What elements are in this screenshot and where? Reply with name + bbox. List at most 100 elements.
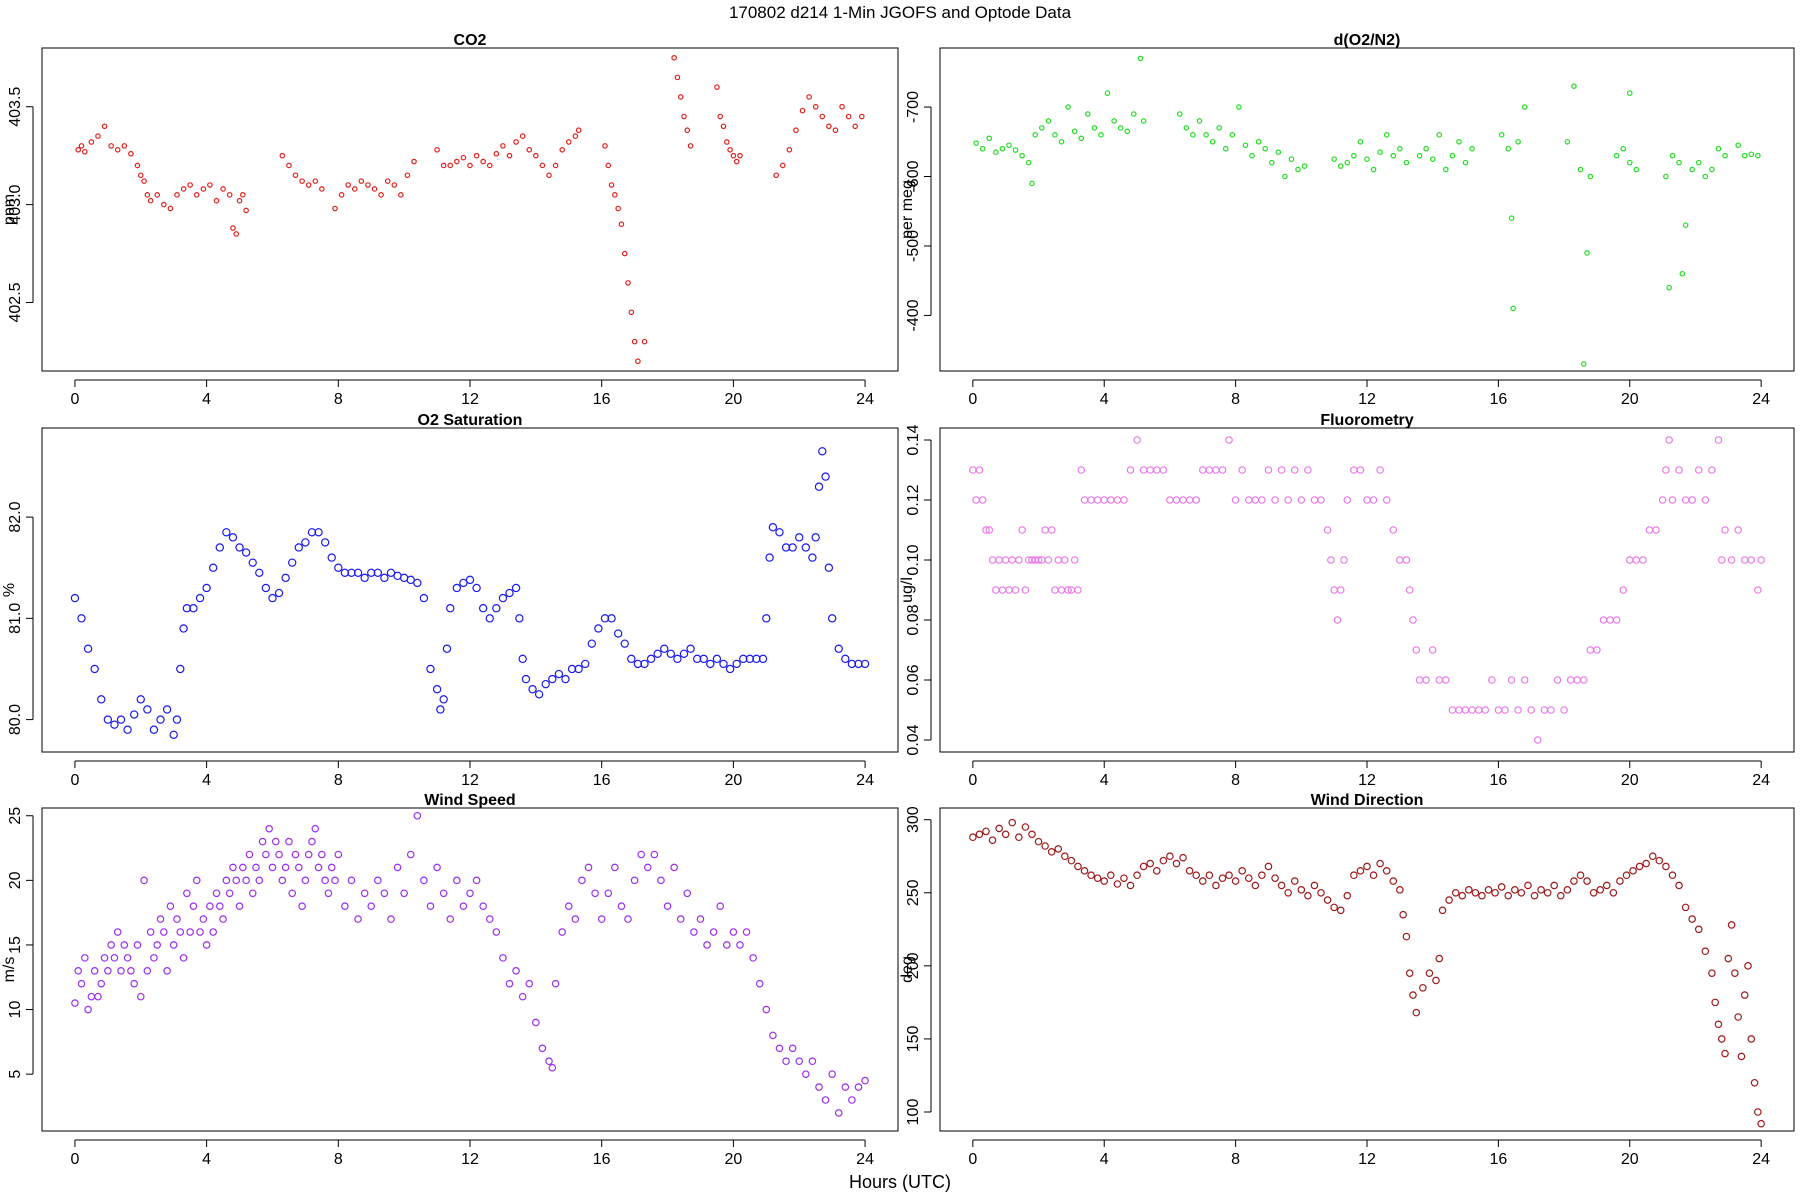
data-point [594, 624, 603, 633]
x-tick-label: 24 [1752, 1151, 1770, 1168]
data-point [94, 992, 102, 1001]
data-point [624, 915, 632, 923]
data-point [248, 889, 257, 898]
x-tick-label: 0 [70, 391, 79, 408]
data-point [1152, 466, 1161, 474]
y-tick-label: 250 [905, 879, 922, 906]
data-point [1498, 132, 1505, 138]
data-point [498, 593, 508, 603]
data-point [136, 992, 145, 1001]
data-point [1304, 466, 1312, 474]
data-point [1573, 676, 1582, 684]
data-point [1356, 867, 1365, 875]
data-point [1205, 466, 1214, 474]
data-point [406, 575, 415, 585]
data-point [1461, 706, 1470, 714]
data-point [1570, 877, 1578, 885]
data-point [1159, 856, 1168, 865]
series-points [71, 811, 869, 1117]
data-point [663, 902, 672, 910]
data-point [294, 543, 303, 552]
data-point [995, 824, 1003, 833]
data-point [1126, 881, 1135, 890]
data-point [143, 705, 152, 714]
data-point [1087, 871, 1095, 880]
data-point [262, 850, 270, 859]
data-point [1327, 556, 1335, 564]
data-point [1727, 921, 1736, 929]
data-point [545, 1057, 553, 1066]
data-point [286, 162, 292, 169]
data-point [314, 863, 323, 872]
data-point [446, 915, 455, 923]
data-point [1376, 859, 1384, 868]
data-point [193, 192, 200, 198]
data-point [532, 1018, 540, 1027]
data-point [1008, 818, 1017, 827]
data-point [1176, 111, 1183, 117]
data-point [1438, 906, 1447, 915]
data-point [71, 999, 79, 1007]
data-point [1571, 83, 1577, 90]
data-point [82, 148, 88, 155]
data-point [986, 135, 993, 142]
data-point [795, 1057, 804, 1066]
x-tick-label: 12 [461, 391, 479, 408]
data-point [973, 140, 979, 146]
y-tick-label: -700 [905, 91, 922, 123]
data-point [625, 280, 631, 286]
y-tick-label: 0.12 [905, 484, 922, 515]
data-point [1676, 159, 1682, 166]
data-point [1409, 616, 1417, 624]
data-point [552, 162, 559, 169]
data-point [459, 578, 468, 588]
data-point [1212, 466, 1220, 474]
data-point [832, 127, 839, 134]
data-point [1586, 646, 1595, 654]
data-point [620, 639, 629, 648]
data-point [745, 654, 755, 664]
data-point [1179, 853, 1187, 862]
data-point [1675, 466, 1683, 474]
data-point [534, 690, 544, 699]
data-point [1731, 969, 1739, 977]
data-point [1609, 888, 1618, 897]
data-point [1689, 166, 1695, 173]
data-point [467, 162, 473, 169]
data-point [1451, 888, 1460, 897]
data-point [666, 649, 676, 658]
data-point [134, 162, 141, 169]
data-point [426, 902, 435, 910]
data-point [1183, 125, 1190, 131]
data-point [1540, 706, 1549, 714]
x-tick-label: 16 [593, 391, 611, 408]
data-point [1057, 586, 1066, 594]
data-point [736, 941, 744, 949]
data-point [808, 1057, 817, 1066]
data-point [1166, 496, 1174, 504]
data-point [129, 710, 139, 719]
data-point [341, 902, 349, 910]
data-point [172, 715, 182, 724]
data-point [327, 553, 336, 562]
data-point [998, 586, 1007, 594]
data-point [519, 133, 526, 139]
data-point [988, 836, 997, 844]
data-point [374, 876, 382, 885]
y-tick-label: 0.14 [905, 424, 922, 455]
data-point [546, 172, 552, 179]
data-point [673, 654, 682, 664]
data-point [1074, 586, 1082, 594]
data-point [1044, 556, 1053, 564]
data-point [1694, 466, 1703, 474]
data-point [110, 954, 119, 962]
data-point [1205, 871, 1214, 880]
data-point [331, 876, 339, 885]
panel-title: Wind Direction [1311, 792, 1424, 809]
data-point [818, 447, 827, 456]
data-point [690, 928, 698, 936]
data-point [1648, 852, 1657, 861]
data-point [1606, 616, 1614, 624]
data-point [1563, 886, 1572, 894]
data-point [1508, 215, 1515, 221]
